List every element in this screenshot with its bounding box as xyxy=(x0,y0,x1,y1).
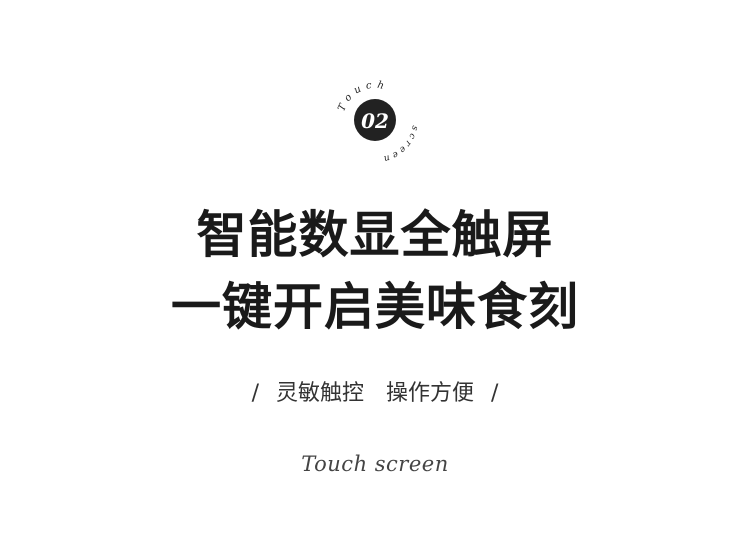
section-badge: 02 Touch screen xyxy=(325,68,425,168)
badge-number: 02 xyxy=(361,109,389,133)
script-caption: Touch screen xyxy=(301,452,449,476)
tagline-slash-right: / xyxy=(491,381,499,406)
tagline-part-1: 灵敏触控 xyxy=(275,381,364,406)
tagline-part-2: 操作方便 xyxy=(386,381,475,406)
badge-circle xyxy=(354,99,396,141)
tagline: / 灵敏触控 操作方便 / xyxy=(0,378,750,410)
headline-line-1: 智能数显全触屏 xyxy=(196,205,554,264)
badge-graphic: 02 Touch screen xyxy=(336,80,417,164)
headline-line-2: 一键开启美味食刻 xyxy=(171,277,579,336)
tagline-slash-left: / xyxy=(251,381,259,406)
